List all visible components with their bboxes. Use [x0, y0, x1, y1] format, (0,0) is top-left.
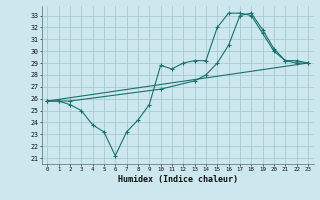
X-axis label: Humidex (Indice chaleur): Humidex (Indice chaleur) — [118, 175, 237, 184]
